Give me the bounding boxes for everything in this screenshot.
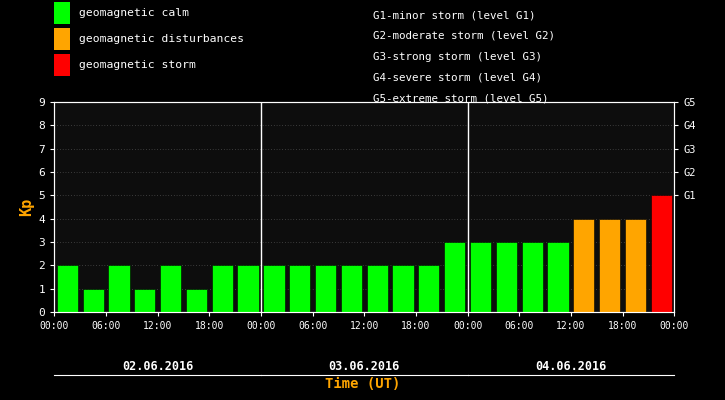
Bar <box>160 265 181 312</box>
Y-axis label: Kp: Kp <box>20 198 34 216</box>
Bar <box>547 242 568 312</box>
Text: G2-moderate storm (level G2): G2-moderate storm (level G2) <box>373 31 555 41</box>
Bar <box>186 289 207 312</box>
Bar <box>134 289 155 312</box>
Bar <box>496 242 517 312</box>
Bar <box>625 219 646 312</box>
Text: geomagnetic storm: geomagnetic storm <box>79 60 196 70</box>
Text: G5-extreme storm (level G5): G5-extreme storm (level G5) <box>373 93 549 103</box>
Bar <box>83 289 104 312</box>
Bar <box>392 265 414 312</box>
Bar <box>521 242 543 312</box>
Bar <box>212 265 233 312</box>
Bar <box>573 219 594 312</box>
Bar <box>444 242 465 312</box>
Text: G4-severe storm (level G4): G4-severe storm (level G4) <box>373 72 542 82</box>
Text: 03.06.2016: 03.06.2016 <box>328 360 400 373</box>
Bar <box>57 265 78 312</box>
Text: 04.06.2016: 04.06.2016 <box>535 360 607 373</box>
Bar <box>418 265 439 312</box>
Bar <box>651 195 672 312</box>
Text: geomagnetic disturbances: geomagnetic disturbances <box>79 34 244 44</box>
Text: G1-minor storm (level G1): G1-minor storm (level G1) <box>373 10 536 20</box>
Bar <box>315 265 336 312</box>
Text: G3-strong storm (level G3): G3-strong storm (level G3) <box>373 52 542 62</box>
Text: geomagnetic calm: geomagnetic calm <box>79 8 189 18</box>
Bar <box>367 265 388 312</box>
Bar <box>238 265 259 312</box>
Text: Time (UT): Time (UT) <box>325 377 400 391</box>
Bar <box>263 265 284 312</box>
Bar <box>289 265 310 312</box>
Text: 02.06.2016: 02.06.2016 <box>122 360 194 373</box>
Bar <box>341 265 362 312</box>
Bar <box>108 265 130 312</box>
Bar <box>599 219 621 312</box>
Bar <box>470 242 491 312</box>
